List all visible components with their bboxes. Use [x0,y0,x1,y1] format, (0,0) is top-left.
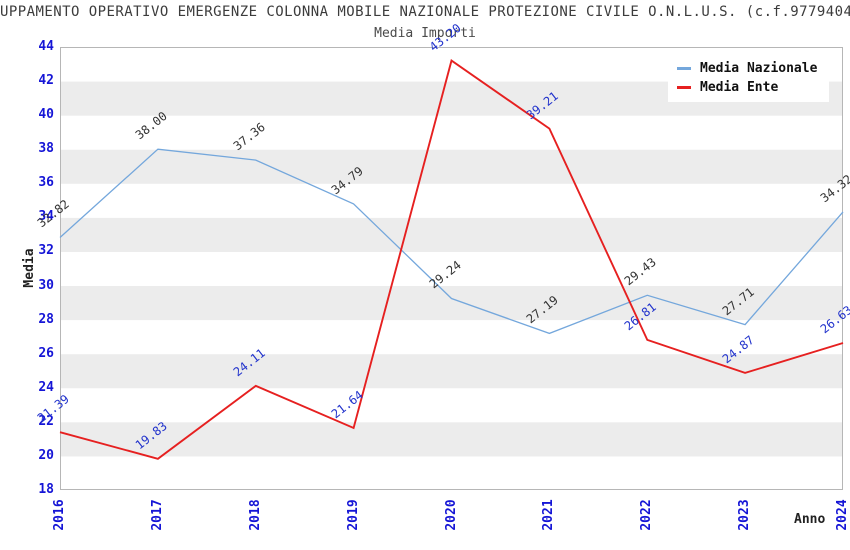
plot-border [60,47,843,490]
grid-band [60,115,843,150]
legend-swatch-icon [677,67,691,70]
grid-band [60,217,843,252]
y-tick-label: 34 [38,209,54,225]
grid-band [60,251,843,287]
legend: Media Nazionale Media Ente [668,55,830,102]
series-line-1 [59,59,844,460]
grid-band [60,183,843,218]
x-tick-label: 2024 [835,499,850,531]
y-tick-label: 38 [38,141,54,157]
y-tick-label: 36 [38,175,54,191]
legend-label: Media Ente [700,80,779,95]
x-tick-label: 2017 [149,499,165,531]
x-axis-title: Anno [794,512,826,527]
y-tick-label: 30 [38,277,54,293]
x-tick-label: 2022 [639,499,655,531]
legend-row-1: Media Ente [677,78,817,97]
y-tick-label: 28 [38,311,54,327]
grid-band [60,319,843,355]
x-tick-label: 2018 [247,499,263,531]
y-tick-label: 22 [38,413,54,429]
y-tick-label: 20 [38,447,54,463]
y-tick-label: 42 [38,73,54,89]
x-tick-label: 2020 [443,499,459,531]
series-line-0 [59,148,844,335]
x-tick-label: 2021 [541,499,557,531]
y-tick-label: 26 [38,345,54,361]
chart-subtitle: Media Importi [374,26,476,41]
grid-band [60,421,843,457]
legend-row-0: Media Nazionale [677,59,817,78]
y-tick-label: 40 [38,107,54,123]
grid-band [60,149,843,184]
grid-band [60,353,843,389]
y-tick-label: 24 [38,379,54,395]
x-tick-label: 2016 [52,499,67,531]
plot-area: 32.82 38.00 37.36 34.79 29.24 27.19 29.43 27.71… [35,21,850,491]
plot-svg [59,47,844,491]
chart-title: UPPAMENTO OPERATIVO EMERGENZE COLONNA MO… [0,4,850,20]
y-tick-label: 18 [38,482,54,497]
legend-label: Media Nazionale [700,61,818,76]
grid-band [60,455,843,491]
x-tick-label: 2023 [737,499,753,531]
legend-swatch-icon [677,86,691,89]
grid-band [60,387,843,423]
y-tick-label: 32 [38,243,54,259]
y-tick-label: 44 [38,39,54,54]
x-tick-label: 2019 [345,499,361,531]
